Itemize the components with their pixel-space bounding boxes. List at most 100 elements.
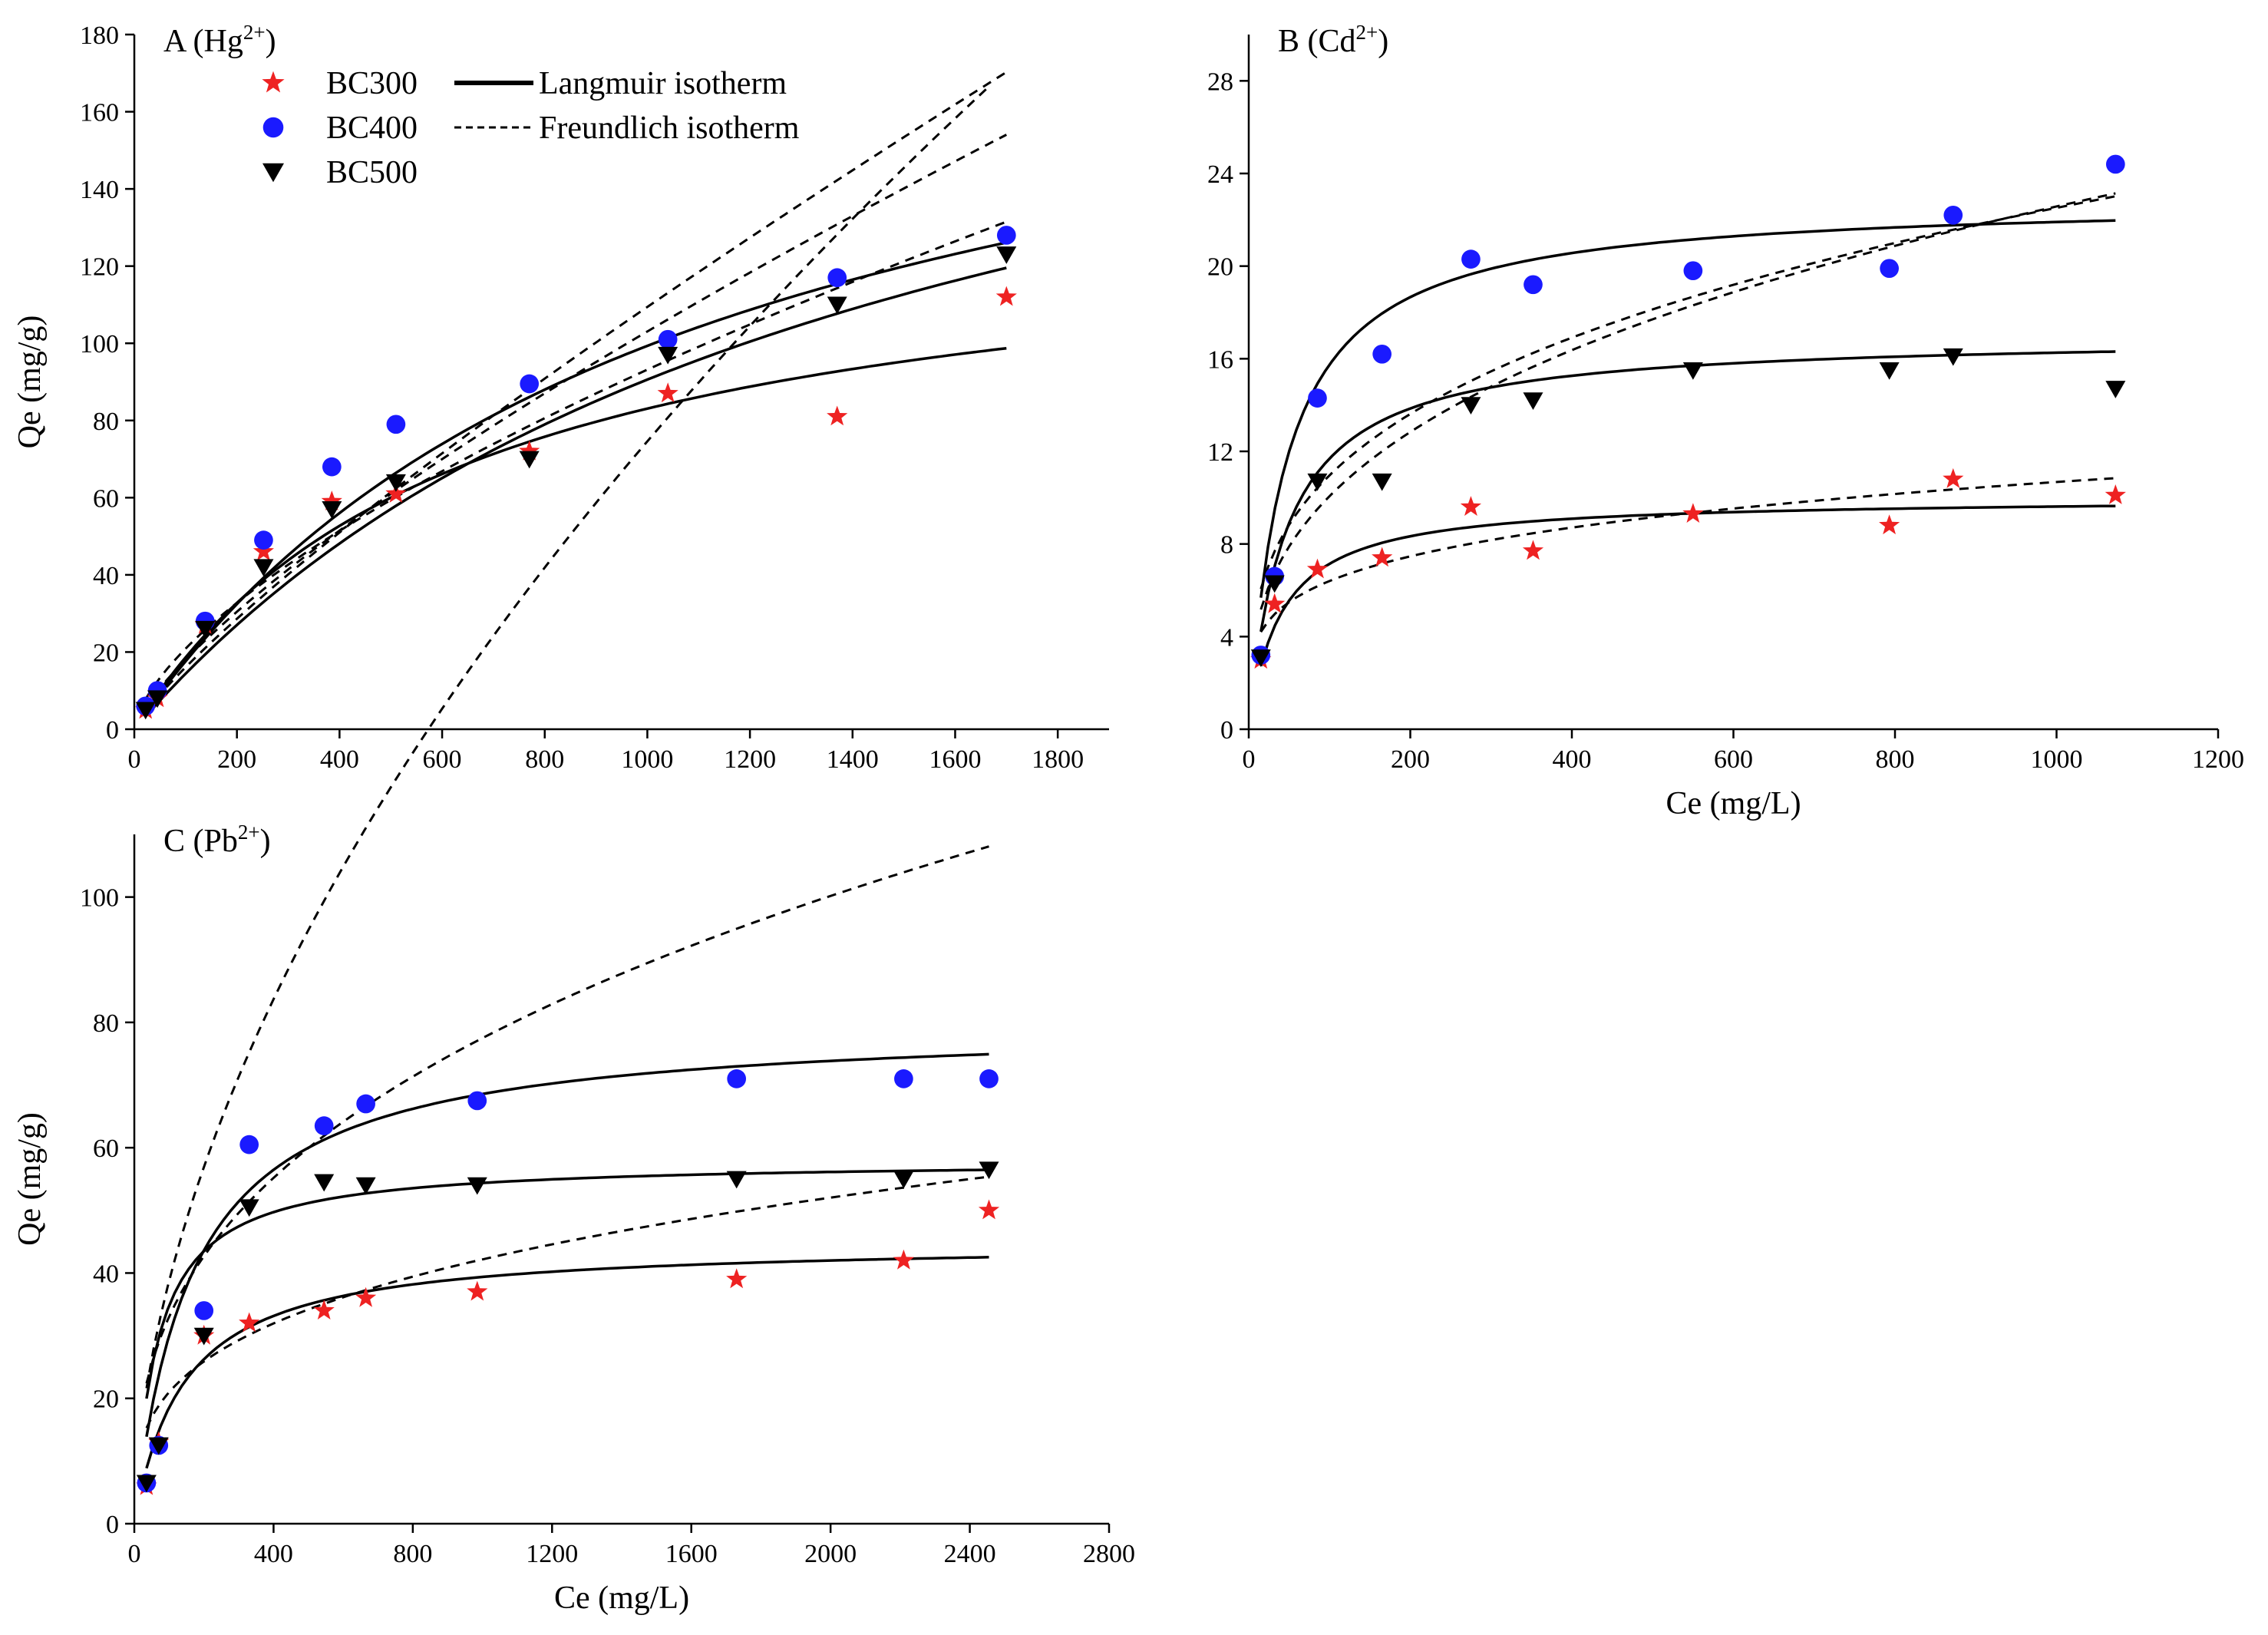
point-bc400 xyxy=(996,226,1016,245)
freundlich-curve-bc300 xyxy=(144,220,1007,700)
freundlich-curve-bc400 xyxy=(144,71,1008,713)
point-bc400 xyxy=(467,1091,487,1111)
point-bc300 xyxy=(355,1287,377,1307)
x-axis-label: Ce (mg/L) xyxy=(1666,786,1801,821)
point-bc400 xyxy=(1683,261,1703,281)
x-tick-label: 2400 xyxy=(944,1540,996,1568)
point-bc500 xyxy=(193,1327,214,1346)
langmuir-curve-bc300 xyxy=(144,346,1007,712)
point-bc400 xyxy=(1461,249,1481,269)
langmuir-curve-bc500 xyxy=(1259,350,2116,633)
x-tick-label: 2800 xyxy=(1083,1540,1135,1568)
y-tick-label: 24 xyxy=(1207,160,1233,189)
x-tick-label: 1600 xyxy=(929,745,981,774)
x-tick-label: 1200 xyxy=(2192,745,2244,774)
point-bc400 xyxy=(1308,388,1327,408)
point-bc300 xyxy=(657,382,678,403)
x-tick-label: 600 xyxy=(1714,745,1753,774)
y-tick-label: 4 xyxy=(1220,623,1233,652)
point-bc300 xyxy=(893,1249,914,1270)
point-bc500 xyxy=(1879,362,1900,380)
langmuir-curve-bc500 xyxy=(144,266,1007,718)
point-bc500 xyxy=(1943,348,1963,366)
point-bc400 xyxy=(1943,205,1963,225)
y-axis-label: Qe (mg/g) xyxy=(12,1112,48,1246)
point-bc300 xyxy=(1879,514,1900,535)
y-tick-label: 180 xyxy=(80,21,119,50)
y-tick-label: 120 xyxy=(80,253,119,282)
point-bc400 xyxy=(194,1301,214,1320)
point-bc500 xyxy=(996,246,1017,264)
legend-marker-bc300 xyxy=(262,71,285,93)
point-bc400 xyxy=(322,457,342,477)
x-tick-label: 0 xyxy=(128,1540,141,1568)
point-bc500 xyxy=(827,296,847,315)
point-bc500 xyxy=(1307,473,1328,491)
point-bc500 xyxy=(2105,381,2126,398)
x-tick-label: 0 xyxy=(128,745,141,774)
y-tick-label: 100 xyxy=(80,330,119,358)
point-bc300 xyxy=(239,1312,260,1333)
point-bc400 xyxy=(386,415,406,434)
point-bc500 xyxy=(658,346,678,365)
x-tick-label: 800 xyxy=(393,1540,432,1568)
point-bc400 xyxy=(827,268,847,288)
legend-label: BC300 xyxy=(326,66,418,101)
freundlich-curve-bc300 xyxy=(145,1175,989,1429)
point-bc400 xyxy=(979,1069,999,1088)
point-bc500 xyxy=(1372,473,1392,491)
point-bc500 xyxy=(726,1171,747,1189)
point-bc500 xyxy=(385,474,406,492)
langmuir-curve-bc400 xyxy=(144,241,1007,715)
y-tick-label: 80 xyxy=(93,1009,119,1038)
panel-b: 0 200 400 600 800 1000 1200 0 4 8 12 16 20 24 28 B (Cd2… xyxy=(1207,21,2244,821)
x-tick-label: 1000 xyxy=(2031,745,2083,774)
y-tick-label: 0 xyxy=(106,716,119,745)
point-bc300 xyxy=(385,483,407,503)
point-bc500 xyxy=(1461,397,1481,415)
point-bc500 xyxy=(135,702,156,720)
point-bc400 xyxy=(314,1116,334,1135)
point-bc400 xyxy=(658,329,678,349)
point-bc400 xyxy=(1880,259,1899,279)
point-bc300 xyxy=(253,540,274,561)
point-bc500 xyxy=(314,1174,335,1192)
x-tick-label: 200 xyxy=(217,745,256,774)
x-tick-label: 200 xyxy=(1391,745,1430,774)
point-bc400 xyxy=(356,1094,375,1114)
point-bc300 xyxy=(1264,593,1286,613)
freundlich-curve-bc400 xyxy=(145,85,990,1389)
x-axis-label: Ce (mg/L) xyxy=(554,1580,689,1616)
point-bc300 xyxy=(1682,503,1704,523)
y-tick-label: 0 xyxy=(1220,716,1233,745)
point-bc500 xyxy=(893,1171,914,1189)
point-bc500 xyxy=(1264,575,1285,593)
point-bc500 xyxy=(239,1199,259,1217)
x-tick-label: 0 xyxy=(1243,745,1256,774)
y-tick-label: 8 xyxy=(1220,531,1233,560)
langmuir-curve-bc500 xyxy=(145,1168,989,1399)
x-tick-label: 400 xyxy=(1553,745,1592,774)
freundlich-curve-bc500 xyxy=(144,134,1007,708)
legend-label: BC500 xyxy=(326,155,418,190)
y-tick-label: 100 xyxy=(80,884,119,913)
panel-label: A (Hg2+) xyxy=(163,21,276,59)
point-bc500 xyxy=(1523,392,1543,410)
freundlich-curve-bc500 xyxy=(145,845,989,1384)
point-bc500 xyxy=(195,620,216,639)
point-bc500 xyxy=(355,1177,376,1195)
x-tick-label: 1400 xyxy=(827,745,879,774)
point-bc500 xyxy=(148,1437,169,1455)
x-tick-label: 800 xyxy=(525,745,564,774)
x-tick-label: 1600 xyxy=(665,1540,718,1568)
legend-label: Freundlich isotherm xyxy=(539,111,800,146)
point-bc400 xyxy=(1524,275,1543,295)
point-bc300 xyxy=(1522,540,1544,560)
y-tick-label: 140 xyxy=(80,176,119,204)
point-bc300 xyxy=(1372,547,1393,567)
langmuir-curve-bc300 xyxy=(1259,504,2116,667)
point-bc300 xyxy=(827,405,848,426)
point-bc400 xyxy=(254,530,273,550)
x-tick-label: 2000 xyxy=(804,1540,857,1568)
